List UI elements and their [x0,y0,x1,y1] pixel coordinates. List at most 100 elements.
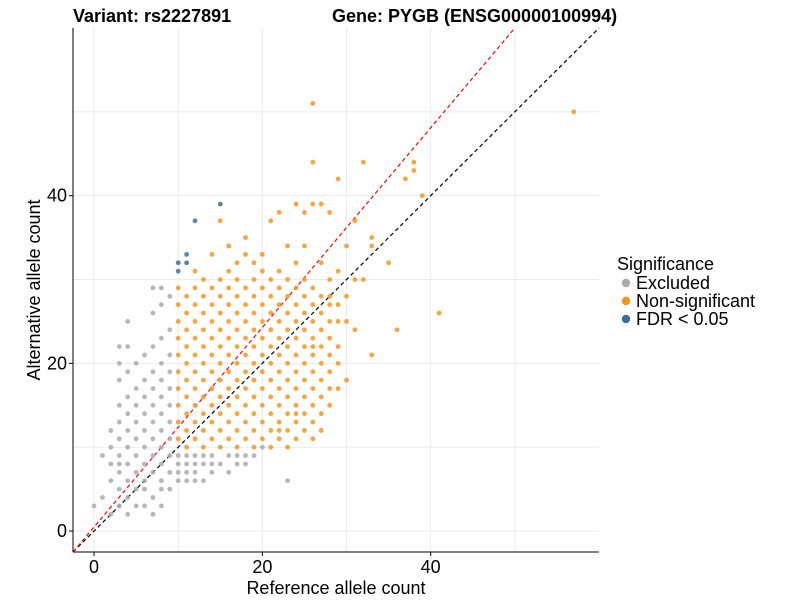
data-point [209,251,215,257]
data-point [268,277,274,282]
data-point [150,402,156,408]
data-point [226,453,232,458]
data-point [125,511,131,517]
data-point [133,419,139,425]
data-point [116,453,122,458]
data-point [285,377,291,383]
data-point [217,444,223,450]
data-point [167,386,173,391]
data-point [310,319,316,324]
data-point [184,469,190,475]
data-point [125,319,131,324]
data-point [108,478,114,484]
data-point [234,293,240,299]
data-point [276,402,282,408]
data-point [142,478,147,484]
data-point [209,285,215,291]
data-point [335,268,341,274]
data-point [201,461,206,467]
data-point [310,302,316,308]
data-point [302,377,307,383]
x-tick-label: 40 [421,557,441,577]
data-point [226,268,232,274]
data-point [175,369,181,375]
data-point [209,402,215,408]
data-point [327,277,333,282]
data-point [259,369,265,375]
data-point [251,428,257,433]
data-point [243,251,248,257]
data-point [318,360,324,366]
data-point [158,394,164,400]
data-point [184,478,190,484]
data-point [142,503,147,509]
data-point [192,218,198,224]
data-point [175,436,181,442]
data-point [352,327,358,333]
data-point [302,327,307,333]
data-point [184,310,190,316]
data-point [175,302,181,308]
data-point [318,310,324,316]
data-point [167,486,173,492]
data-point [201,293,206,299]
data-point [150,344,156,349]
data-point [201,394,206,400]
data-point [386,260,391,266]
data-point [108,428,114,433]
data-point [142,352,147,358]
data-point [201,327,206,333]
data-point [293,201,299,207]
legend-label: Non-significant [636,291,755,311]
data-point [201,310,206,316]
data-point [327,210,333,215]
data-point [192,469,198,475]
data-point [175,478,181,484]
data-point [310,402,316,408]
data-point [436,310,442,316]
data-point [310,159,316,165]
data-point [158,478,164,484]
data-point [335,360,341,366]
data-point [310,352,316,358]
data-point [201,360,206,366]
data-point [411,159,417,165]
data-point [293,335,299,341]
data-point [285,277,291,282]
data-point [116,360,122,366]
data-point [327,352,333,358]
data-point [251,411,257,417]
data-point [293,411,299,417]
data-point [217,394,223,400]
data-point [276,210,282,215]
data-point [217,461,223,467]
data-point [158,302,164,308]
data-point [243,419,248,425]
data-point [243,235,248,241]
data-point [209,461,215,467]
data-point [226,243,232,249]
data-point [217,201,223,207]
data-point [234,461,240,467]
data-point [411,168,417,173]
data-point [175,268,181,274]
data-point [293,285,299,291]
data-point [251,360,257,366]
x-tick-label: 0 [89,557,99,577]
data-point [184,344,190,349]
data-point [133,486,139,492]
data-point [175,402,181,408]
data-point [318,293,324,299]
x-axis-title: Reference allele count [246,578,425,598]
data-point [310,285,316,291]
data-point [268,327,274,333]
data-point [133,469,139,475]
data-point [108,461,114,467]
data-point [285,478,291,484]
data-point [167,453,173,458]
data-point [259,444,265,450]
data-point [234,344,240,349]
data-point [335,302,341,308]
data-point [167,352,173,358]
data-point [116,436,122,442]
